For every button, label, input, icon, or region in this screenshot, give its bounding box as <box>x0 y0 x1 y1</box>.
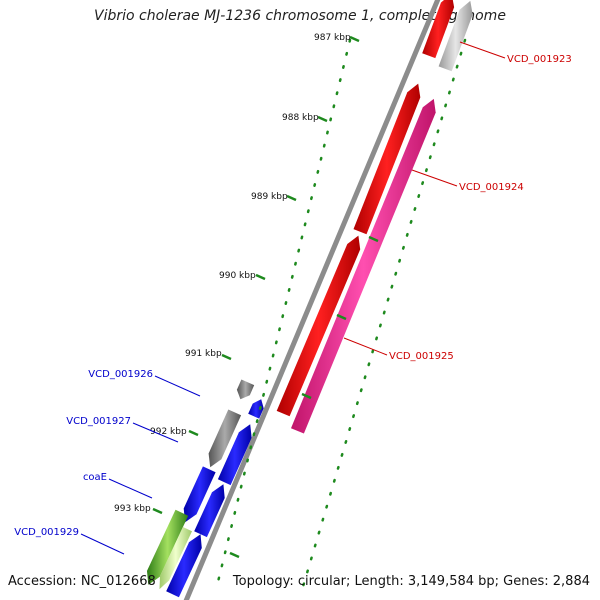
tick-mark <box>221 353 232 361</box>
gene-leader-line <box>80 533 125 555</box>
gene-vcd-001925-arrow <box>291 98 436 434</box>
tick-mark-inner <box>229 551 240 559</box>
gene-label: VCD_001926 <box>88 369 153 380</box>
gene-leader-line <box>459 41 506 59</box>
gene-leader-line <box>132 422 179 443</box>
gene-label: VCD_001929 <box>14 527 79 538</box>
tick-mark <box>152 507 163 515</box>
gene-vcd-001925-red-arrow <box>276 235 361 417</box>
tick-mark <box>188 429 199 437</box>
gene-vcd-001929-arrow <box>147 509 189 585</box>
gene-vcd-001923-arrow <box>422 0 455 59</box>
tick-mark <box>349 35 360 43</box>
gene-coae-arrow <box>183 466 216 523</box>
tick-mark <box>255 273 266 281</box>
tick-dots-inner <box>214 38 352 592</box>
tick-label: 992 kbp <box>150 427 187 437</box>
gene-label: VCD_001923 <box>507 54 572 65</box>
gene-lightgreen-arrow <box>159 527 192 590</box>
tick-mark-outer <box>336 313 347 321</box>
gene-vcd-001927-arrow <box>208 409 242 468</box>
genome-summary-text: Topology: circular; Length: 3,149,584 bp… <box>232 574 590 589</box>
tick-label: 990 kbp <box>219 271 256 281</box>
tick-label: 987 kbp <box>314 33 351 43</box>
gene-blue-arrow-4 <box>166 534 202 598</box>
gene-leader-line <box>154 375 201 397</box>
gene-blue-arrow-3 <box>194 484 225 538</box>
gene-leader-line <box>343 337 388 356</box>
gene-label: VCD_001924 <box>459 182 524 193</box>
genome-backbone <box>183 0 441 600</box>
tick-label: 993 kbp <box>114 504 151 514</box>
gene-vcd-001924-arrow <box>353 83 421 235</box>
tick-dots-outer <box>300 38 467 592</box>
gene-label: VCD_001927 <box>66 416 131 427</box>
gene-label: VCD_001925 <box>389 351 454 362</box>
tick-mark <box>286 194 297 202</box>
accession-text: Accession: NC_012668 <box>8 574 156 589</box>
gene-leader-line <box>108 478 153 499</box>
tick-mark-outer <box>301 392 312 400</box>
tick-mark <box>317 115 328 123</box>
gene-label: coaE <box>83 472 107 483</box>
tick-label: 989 kbp <box>251 192 288 202</box>
tick-mark-outer <box>368 235 379 243</box>
gene-small-blue-arrow <box>248 399 264 419</box>
tick-label: 991 kbp <box>185 349 222 359</box>
map-title: Vibrio cholerae MJ-1236 chromosome 1, co… <box>94 8 506 24</box>
gene-blue-arrow-2 <box>217 424 252 486</box>
tick-label: 988 kbp <box>282 113 319 123</box>
gene-leader-line <box>411 169 458 187</box>
gene-neighbor-arrow <box>438 0 473 72</box>
gene-vcd-001926-arrow <box>236 379 255 400</box>
